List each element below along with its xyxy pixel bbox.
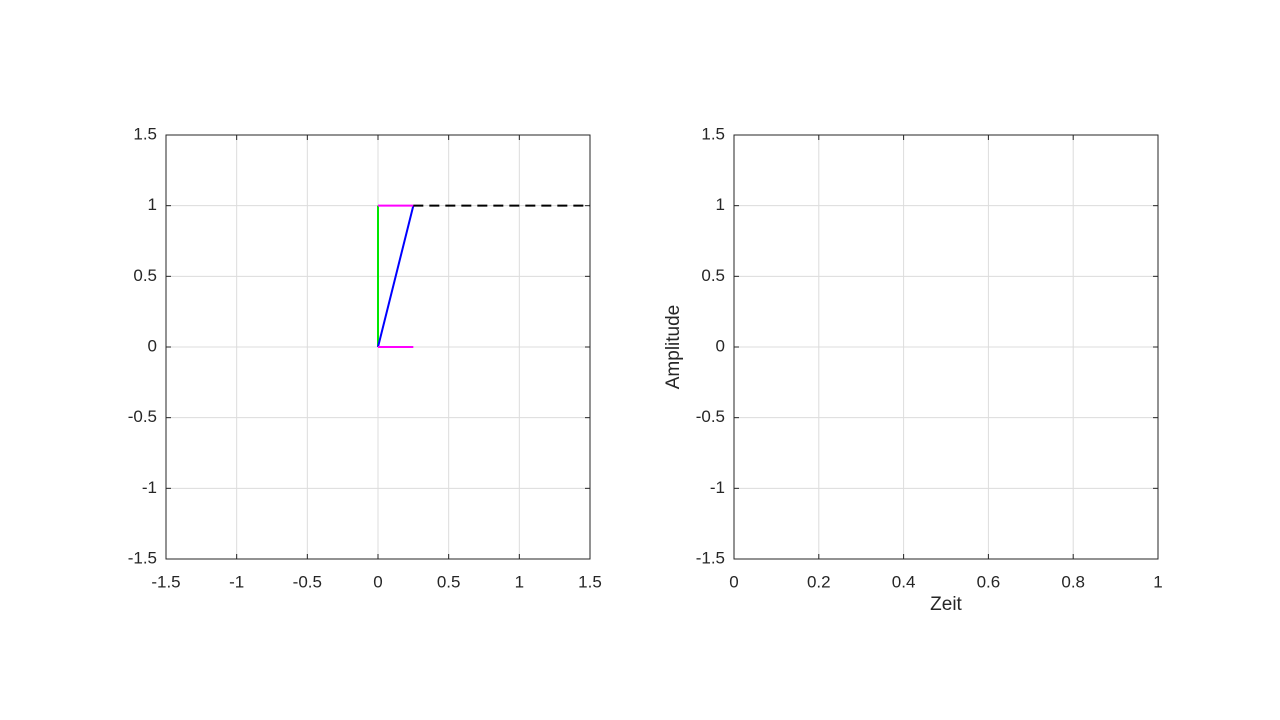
y-tick-label: -1 xyxy=(710,478,725,497)
y-axis-label: Amplitude xyxy=(663,305,684,390)
x-tick-label: 0 xyxy=(373,572,382,591)
x-tick-label: 0.6 xyxy=(977,572,1001,591)
y-tick-label: -1.5 xyxy=(128,548,157,567)
x-tick-label: 1 xyxy=(515,572,524,591)
series-line xyxy=(378,204,414,348)
y-tick-label: 1.5 xyxy=(701,124,725,143)
y-tick-label: 1 xyxy=(148,195,157,214)
y-tick-label: -1.5 xyxy=(696,548,725,567)
y-tick-label: 0 xyxy=(148,336,157,355)
x-axis-label: Zeit xyxy=(930,594,962,615)
x-tick-label: -0.5 xyxy=(293,572,322,591)
x-tick-label: 1.5 xyxy=(578,572,602,591)
axes: 0 0.2 0.4 0.6 0.8 1 -1.5 -1 -0.5 0 0.5 1 1.5 Zeit Ampl… xyxy=(663,124,1163,615)
y-tick-label: -0.5 xyxy=(128,407,157,426)
x-tick-label: 0.5 xyxy=(437,572,461,591)
y-tick-label: -0.5 xyxy=(696,407,725,426)
y-tick-label: 1.5 xyxy=(133,124,157,143)
axes-box xyxy=(733,134,1159,560)
series-line xyxy=(377,205,415,348)
x-tick-label: 0.8 xyxy=(1061,572,1085,591)
x-tick-label: -1 xyxy=(229,572,244,591)
y-tick-label: 0.5 xyxy=(701,266,725,285)
y-tick-label: 0.5 xyxy=(133,266,157,285)
y-tick-label: 0 xyxy=(716,336,725,355)
x-tick-label: 0.2 xyxy=(807,572,831,591)
y-tick-label: 1 xyxy=(716,195,725,214)
x-tick-label: 1 xyxy=(1153,572,1162,591)
y-tick-label: -1 xyxy=(142,478,157,497)
axes: -1.5 -1 -0.5 0 0.5 1 1.5 -1.5 -1 -0.5 0 0.5 1 1.5 xyxy=(128,124,602,591)
axes-box xyxy=(165,134,591,560)
x-tick-label: 0 xyxy=(729,572,738,591)
x-tick-label: -1.5 xyxy=(151,572,180,591)
x-tick-label: 0.4 xyxy=(892,572,916,591)
